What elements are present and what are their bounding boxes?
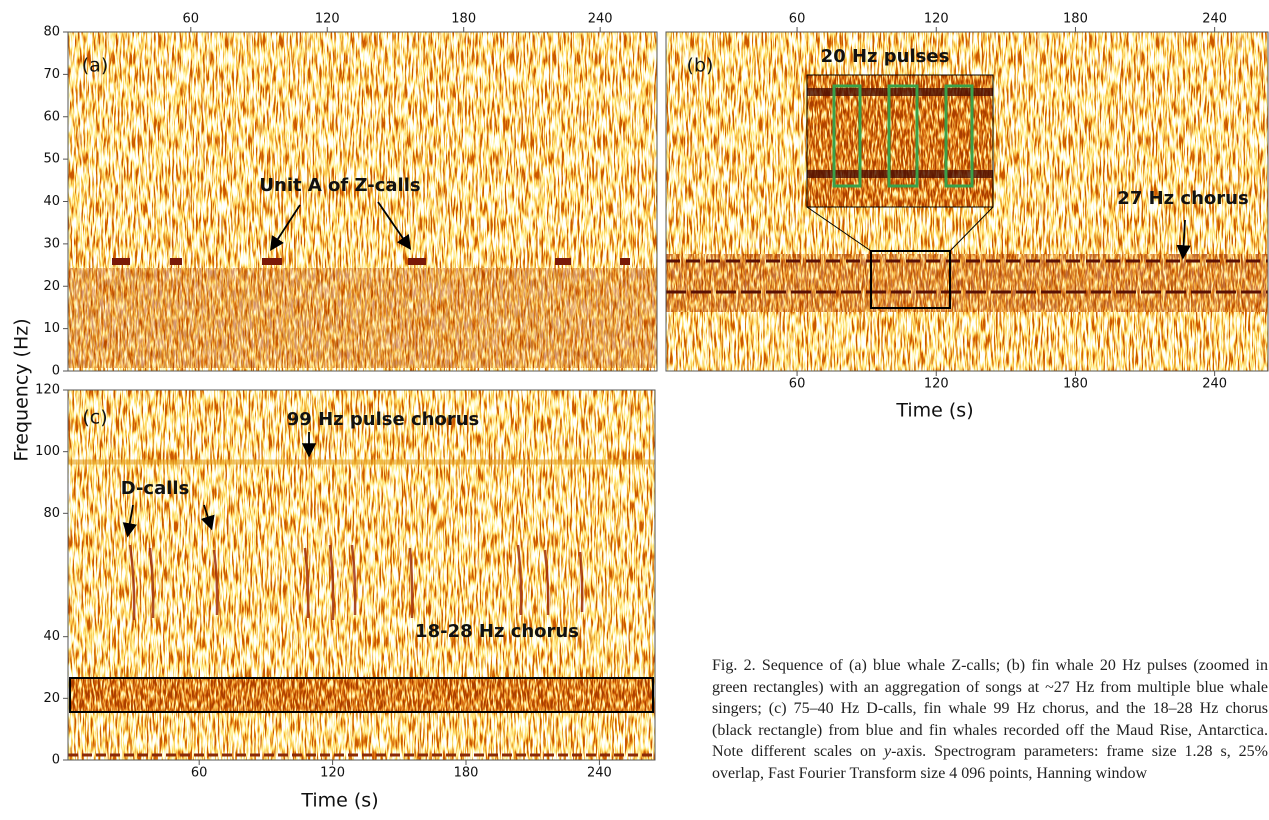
- x-tick-label: 240: [1202, 377, 1227, 392]
- x-tick-label: 180: [1063, 377, 1088, 392]
- y-tick-label: 40: [43, 194, 60, 209]
- caption: Fig. 2. Sequence of (a) blue whale Z-cal…: [712, 655, 1268, 785]
- panel-label: (c): [82, 407, 107, 429]
- y-tick-label: 120: [35, 383, 60, 398]
- annotation: 20 Hz pulses: [821, 46, 950, 67]
- x-tick-label: 180: [1063, 12, 1088, 27]
- x-tick-label: 240: [1202, 12, 1227, 27]
- y-tick-label: 70: [43, 67, 60, 82]
- y-tick-label: 60: [43, 109, 60, 124]
- zoom-rect: [870, 250, 951, 309]
- d-calls: [128, 544, 584, 621]
- pulse-boxes: [832, 84, 974, 188]
- y-tick-label: 30: [43, 236, 60, 251]
- x-tick-label: 120: [924, 377, 949, 392]
- x-tick-label: 240: [587, 766, 612, 781]
- zoom-connector: [949, 206, 994, 252]
- annotation: 99 Hz pulse chorus: [287, 409, 479, 430]
- x-axis-label: Time (s): [895, 400, 973, 422]
- x-tick-label: 120: [924, 12, 949, 27]
- arrows: [122, 201, 1191, 538]
- annotation: 18-28 Hz chorus: [415, 621, 579, 642]
- y-tick-label: 0: [52, 364, 60, 379]
- y-tick-label: 80: [43, 25, 60, 40]
- y-tick-label: 50: [43, 152, 60, 167]
- annotation: D-calls: [121, 478, 190, 499]
- x-tick-label: 60: [183, 12, 200, 27]
- x-tick-label: 120: [320, 766, 345, 781]
- x-tick-label: 120: [315, 12, 340, 27]
- x-tick-label: 180: [454, 766, 479, 781]
- y-tick-label: 10: [43, 321, 60, 336]
- panel-label: (b): [687, 55, 714, 77]
- x-tick-label: 60: [789, 377, 806, 392]
- annotation: 27 Hz chorus: [1117, 188, 1248, 209]
- x-tick-label: 180: [451, 12, 476, 27]
- chorus-rect: [69, 677, 654, 713]
- y-axis-label: Frequency (Hz): [11, 318, 33, 461]
- x-tick-label: 60: [191, 766, 208, 781]
- frame: [665, 31, 1269, 372]
- panel-label: (a): [82, 55, 108, 77]
- zoom-connector: [806, 206, 872, 252]
- y-tick-label: 0: [52, 753, 60, 768]
- y-tick-label: 100: [35, 444, 60, 459]
- annotation: Unit A of Z-calls: [259, 175, 420, 196]
- x-axis-label: Time (s): [300, 790, 378, 812]
- spectrogram-band: [70, 678, 653, 712]
- caption-italic: y: [883, 743, 892, 761]
- inset-band: [807, 88, 993, 96]
- y-tick-label: 80: [43, 506, 60, 521]
- frame: [67, 389, 656, 761]
- y-tick-label: 20: [43, 691, 60, 706]
- z-call-units: [112, 258, 630, 265]
- inset-frame: [806, 74, 994, 208]
- caption-text: Fig. 2. Sequence of (a) blue whale Z-cal…: [712, 657, 1268, 761]
- spectrogram-band: [68, 268, 657, 368]
- x-tick-label: 240: [588, 12, 613, 27]
- inset-band: [807, 170, 993, 178]
- spectrogram-band: [666, 254, 1268, 312]
- y-tick-label: 20: [43, 279, 60, 294]
- y-tick-label: 40: [43, 629, 60, 644]
- x-tick-label: 60: [789, 12, 806, 27]
- caption-text: -axis. Spectrogram parameters: frame siz…: [712, 743, 1269, 782]
